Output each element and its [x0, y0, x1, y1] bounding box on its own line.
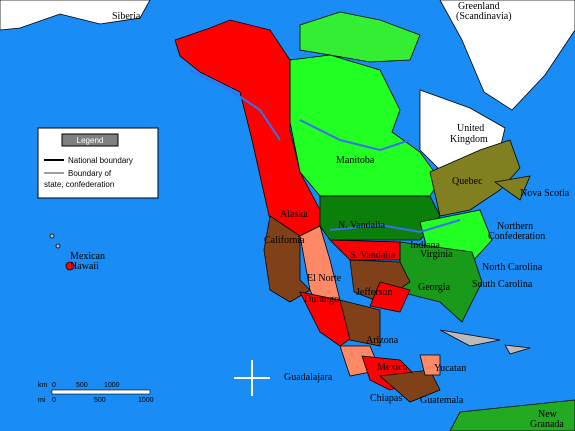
- place-label: Guadalajara: [284, 372, 333, 383]
- place-label: Kingdom: [450, 134, 488, 145]
- compass: [234, 360, 270, 396]
- river: [299, 119, 411, 152]
- place-label: Mexican: [70, 251, 105, 262]
- scale-label: 1000: [104, 382, 120, 389]
- legend-header: [61, 133, 119, 147]
- quebec-region: [429, 139, 521, 217]
- legend-title: Legend: [77, 136, 104, 145]
- legend: Legend National boundary Boundary of sta…: [37, 127, 159, 199]
- place-label: Durango: [304, 294, 339, 305]
- place-label: Hawaii: [70, 261, 99, 272]
- cuba: [439, 329, 501, 347]
- siberia-land: [0, 0, 151, 31]
- place-label: (Scandinavia): [456, 11, 512, 22]
- place-label: S. Vandalia: [350, 250, 396, 261]
- scale-rule: [51, 389, 151, 395]
- river: [329, 219, 461, 234]
- scale-label: 0: [52, 397, 56, 404]
- legend-item: state, confederation: [44, 180, 114, 189]
- place-label: N. Vandalia: [338, 220, 386, 231]
- legend-item: Boundary of: [68, 169, 112, 178]
- place-label: South Carolina: [472, 279, 533, 290]
- hawaii-island: [49, 233, 55, 239]
- scale-bar: km 0 500 1000 mi 0 500 1000: [38, 382, 154, 404]
- texas-region: [369, 281, 411, 313]
- n-vandalia-region: [319, 195, 441, 241]
- place-label: Arizona: [366, 335, 399, 346]
- yucatan-region: [419, 354, 441, 376]
- hawaii-island: [65, 261, 75, 271]
- scale-label: 500: [76, 382, 88, 389]
- river: [189, 69, 281, 141]
- scale-unit: km: [38, 382, 48, 389]
- place-label: Siberia: [112, 11, 141, 22]
- scale-label: 1000: [138, 397, 154, 404]
- place-label: New: [538, 409, 558, 420]
- scale-unit: mi: [38, 397, 46, 404]
- place-label: Yucatan: [434, 363, 466, 374]
- nova-scotia-region: [493, 175, 531, 201]
- place-label: El Norte: [307, 273, 342, 284]
- place-label: Alaska: [280, 209, 308, 220]
- place-label: Manitoba: [336, 155, 375, 166]
- place-label: Mexico: [377, 362, 408, 373]
- arizona-region: [339, 299, 381, 347]
- california-region: [263, 215, 311, 303]
- place-label: United: [457, 123, 484, 134]
- scale-label: 500: [94, 397, 106, 404]
- place-label: Quebec: [452, 176, 483, 187]
- scale-label: 0: [52, 382, 56, 389]
- place-label: Confederation: [488, 231, 545, 242]
- place-label: Indiana: [410, 240, 441, 251]
- place-label: North Carolina: [482, 262, 543, 273]
- place-label: Guatemala: [420, 395, 464, 406]
- place-label: Greenland: [458, 1, 500, 12]
- hispaniola: [504, 344, 531, 355]
- chiapas-region: [379, 369, 441, 403]
- place-label: Nova Scotia: [520, 188, 570, 199]
- place-label: Virginia: [420, 249, 453, 260]
- legend-item: National boundary: [68, 156, 133, 165]
- place-label: California: [264, 235, 305, 246]
- place-label: Georgia: [418, 282, 451, 293]
- s-vandalia-region: [329, 239, 401, 261]
- greenland-land: [439, 0, 575, 111]
- place-label: Granada: [530, 419, 564, 430]
- place-label: Northern: [497, 221, 533, 232]
- place-label: Chiapas: [370, 393, 402, 404]
- hawaii-island: [55, 243, 61, 249]
- place-label: Jefferson: [356, 287, 392, 298]
- south-america: [449, 399, 575, 431]
- arctic-islands: [299, 11, 421, 63]
